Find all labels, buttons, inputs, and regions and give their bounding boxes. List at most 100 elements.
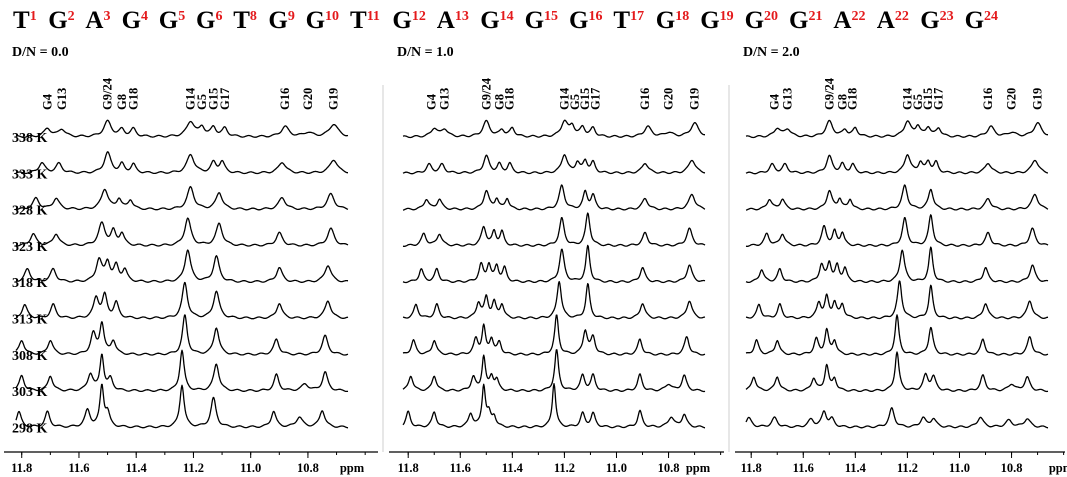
spectrum-trace bbox=[745, 407, 1049, 429]
sequence-number: 2 bbox=[68, 9, 75, 24]
sequence-number: 13 bbox=[455, 9, 469, 24]
sequence-base: G bbox=[965, 7, 984, 34]
sequence-residue: G9 bbox=[268, 7, 294, 34]
x-tick-label: 11.6 bbox=[68, 461, 89, 475]
sequence-number: 18 bbox=[675, 9, 689, 24]
spectrum-trace bbox=[745, 184, 1049, 211]
peak-label: G4 bbox=[425, 93, 439, 110]
peak-label: G18 bbox=[126, 88, 140, 110]
spectrum-trace bbox=[745, 280, 1049, 320]
sequence-number: 23 bbox=[940, 9, 954, 24]
sequence-base: G bbox=[48, 7, 67, 34]
x-tick-label: 10.8 bbox=[297, 461, 319, 475]
temperature-label: 338 K bbox=[12, 131, 48, 146]
peak-label: G8 bbox=[492, 94, 506, 110]
peak-label: G13 bbox=[55, 88, 69, 110]
x-axis-unit: ppm bbox=[686, 461, 711, 475]
spectrum-trace bbox=[745, 351, 1049, 393]
x-tick-label: 10.8 bbox=[658, 461, 680, 475]
peak-label: G20 bbox=[301, 88, 315, 110]
spectrum-trace bbox=[402, 244, 706, 284]
sequence-residue: G12 bbox=[392, 7, 425, 34]
sequence-residue: A22 bbox=[877, 7, 909, 34]
peak-label: G20 bbox=[662, 88, 676, 110]
x-tick-label: 11.2 bbox=[183, 461, 204, 475]
spectrum-trace bbox=[402, 280, 706, 320]
peak-label: G9/24 bbox=[101, 77, 115, 110]
x-axis-unit: ppm bbox=[340, 461, 365, 475]
sequence-base: T bbox=[233, 7, 250, 34]
sequence-base: G bbox=[745, 7, 764, 34]
sequence-residue: T17 bbox=[613, 7, 644, 34]
sequence-base: A bbox=[877, 7, 895, 34]
sequence-number: 24 bbox=[984, 9, 998, 24]
sequence-residue: G2 bbox=[48, 7, 74, 34]
x-tick-label: 11.8 bbox=[11, 461, 32, 475]
spectrum-trace bbox=[15, 119, 349, 139]
spectrum-trace bbox=[15, 314, 349, 356]
temperature-label: 298 K bbox=[12, 421, 48, 436]
peak-label: G17 bbox=[589, 88, 603, 110]
peak-label: G19 bbox=[327, 88, 341, 110]
x-tick-label: 11.8 bbox=[741, 461, 762, 475]
sequence-base: G bbox=[700, 7, 719, 34]
spectrum-trace bbox=[402, 119, 706, 139]
sequence-base: A bbox=[833, 7, 851, 34]
sequence-base: G bbox=[196, 7, 215, 34]
x-axis-unit: ppm bbox=[1049, 461, 1067, 475]
panel-label: D/N = 2.0 bbox=[743, 45, 800, 60]
spectrum-trace bbox=[15, 249, 349, 284]
sequence-number: 16 bbox=[588, 9, 602, 24]
sequence-number: 5 bbox=[178, 9, 185, 24]
sequence-base: G bbox=[122, 7, 141, 34]
spectrum-trace bbox=[402, 314, 706, 356]
sequence-residue: G23 bbox=[920, 7, 953, 34]
x-tick-label: 11.0 bbox=[949, 461, 970, 475]
peak-label: G17 bbox=[932, 88, 946, 110]
x-tick-label: 10.8 bbox=[1001, 461, 1023, 475]
sequence-residue: G19 bbox=[700, 7, 733, 34]
sequence-base: G bbox=[789, 7, 808, 34]
sequence-base: A bbox=[437, 7, 455, 34]
peak-label: G14 bbox=[557, 87, 571, 110]
sequence-number: 19 bbox=[720, 9, 734, 24]
sequence-residue: A3 bbox=[85, 7, 110, 34]
peak-label: G16 bbox=[278, 88, 292, 110]
sequence-number: 9 bbox=[288, 9, 295, 24]
spectrum-trace bbox=[745, 314, 1049, 356]
sequence-residue: A22 bbox=[833, 7, 865, 34]
spectrum-trace bbox=[745, 214, 1049, 248]
sequence-residue: G24 bbox=[965, 7, 998, 34]
peak-label: G18 bbox=[503, 88, 517, 110]
spectrum-trace bbox=[15, 185, 349, 211]
x-tick-label: 11.2 bbox=[897, 461, 918, 475]
peak-label: G4 bbox=[768, 93, 782, 110]
sequence-number: 20 bbox=[764, 9, 778, 24]
sequence-number: 11 bbox=[367, 9, 380, 24]
sequence-number: 22 bbox=[851, 9, 865, 24]
x-tick-label: 11.4 bbox=[502, 461, 524, 475]
sequence-residue: T11 bbox=[350, 7, 380, 34]
peak-label: G19 bbox=[1031, 88, 1045, 110]
spectrum-trace bbox=[15, 281, 349, 320]
sequence-number: 1 bbox=[30, 9, 37, 24]
sequence-base: T bbox=[350, 7, 367, 34]
sequence-residue: G16 bbox=[569, 7, 602, 34]
sequence-base: T bbox=[613, 7, 630, 34]
sequence-base: G bbox=[159, 7, 178, 34]
x-tick-label: 11.6 bbox=[450, 461, 471, 475]
sequence-number: 22 bbox=[895, 9, 909, 24]
spectrum-trace bbox=[15, 349, 349, 393]
sequence-base: G bbox=[525, 7, 544, 34]
spectrum-trace bbox=[15, 383, 349, 429]
sequence-base: G bbox=[480, 7, 499, 34]
peak-label: G15 bbox=[206, 88, 220, 110]
sequence-base: A bbox=[85, 7, 103, 34]
sequence-number: 21 bbox=[808, 9, 822, 24]
temperature-label: 318 K bbox=[12, 276, 48, 291]
peak-label: G13 bbox=[438, 88, 452, 110]
sequence-residue: G6 bbox=[196, 7, 222, 34]
sequence-number: 8 bbox=[250, 9, 257, 24]
